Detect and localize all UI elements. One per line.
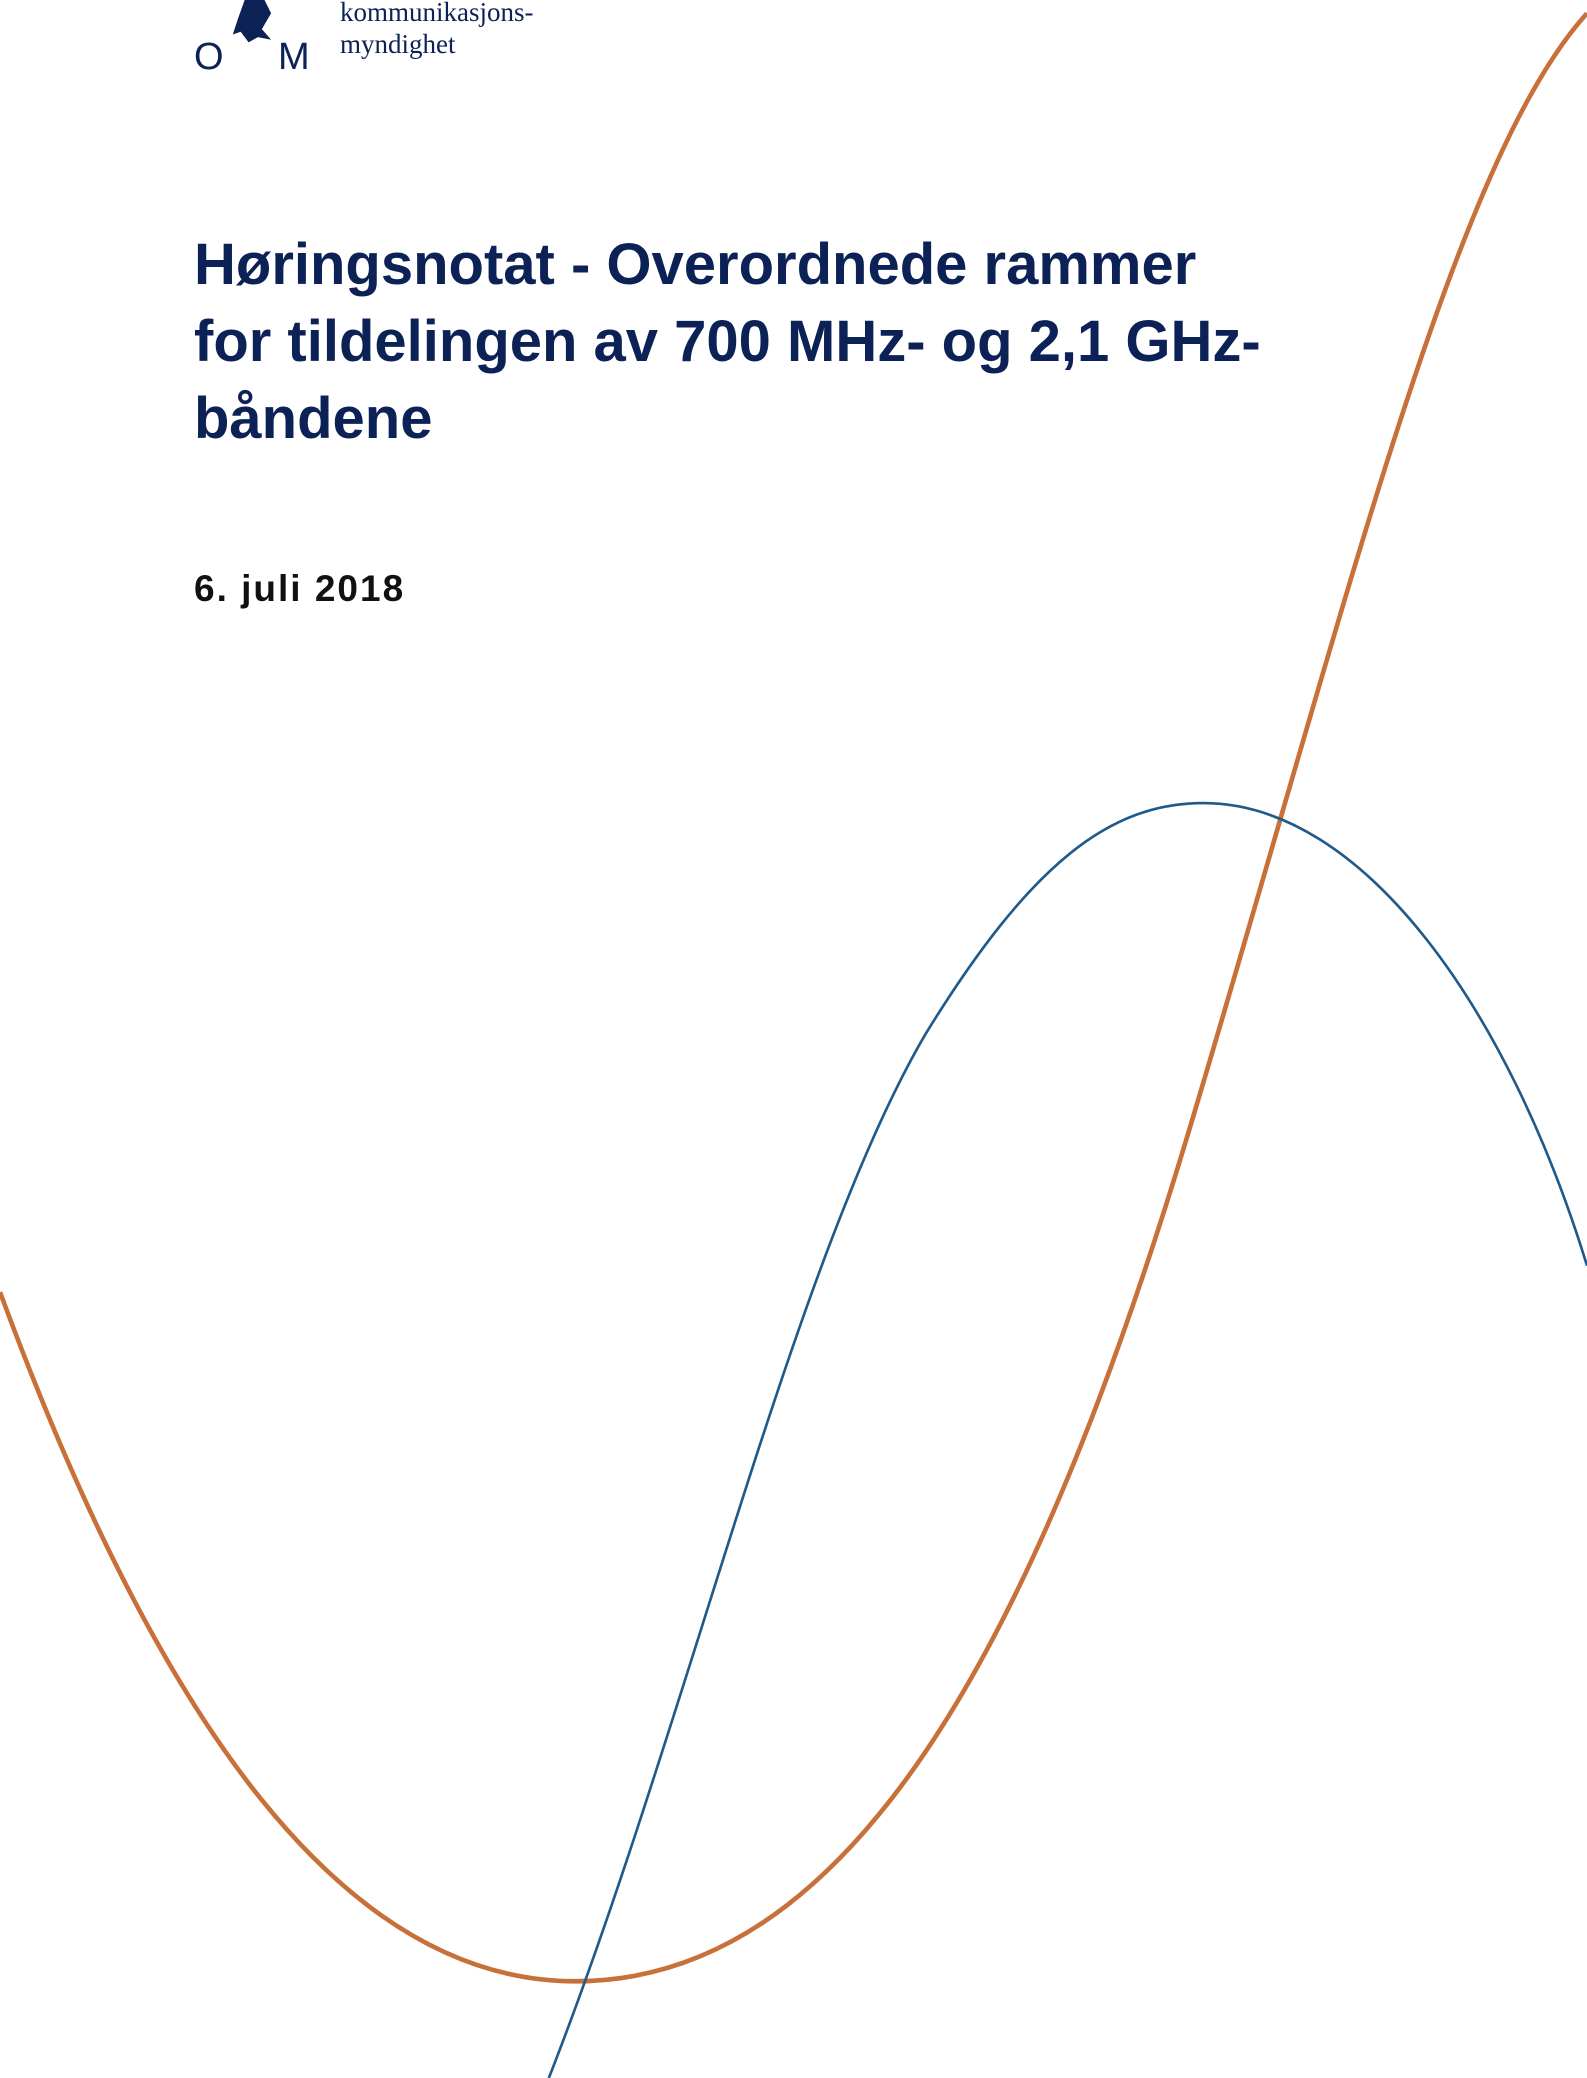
organization-line: myndighet	[340, 29, 456, 59]
orange-curve	[0, 11, 1587, 1984]
document-date: 6. juli 2018	[194, 568, 406, 609]
logo-letter: M	[278, 36, 310, 78]
title-line: båndene	[194, 386, 433, 451]
logo-letter: O	[194, 36, 224, 78]
document-title: Høringsnotat - Overordnede rammer for ti…	[194, 226, 1261, 457]
blue-curve	[547, 801, 1587, 2078]
organization-name: kommunikasjons- myndighet	[340, 0, 534, 60]
title-line: Høringsnotat - Overordnede rammer	[194, 232, 1197, 297]
organization-line: kommunikasjons-	[340, 0, 534, 27]
title-line: for tildelingen av 700 MHz- og 2,1 GHz-	[194, 309, 1261, 374]
logo-emblem	[232, 0, 272, 43]
